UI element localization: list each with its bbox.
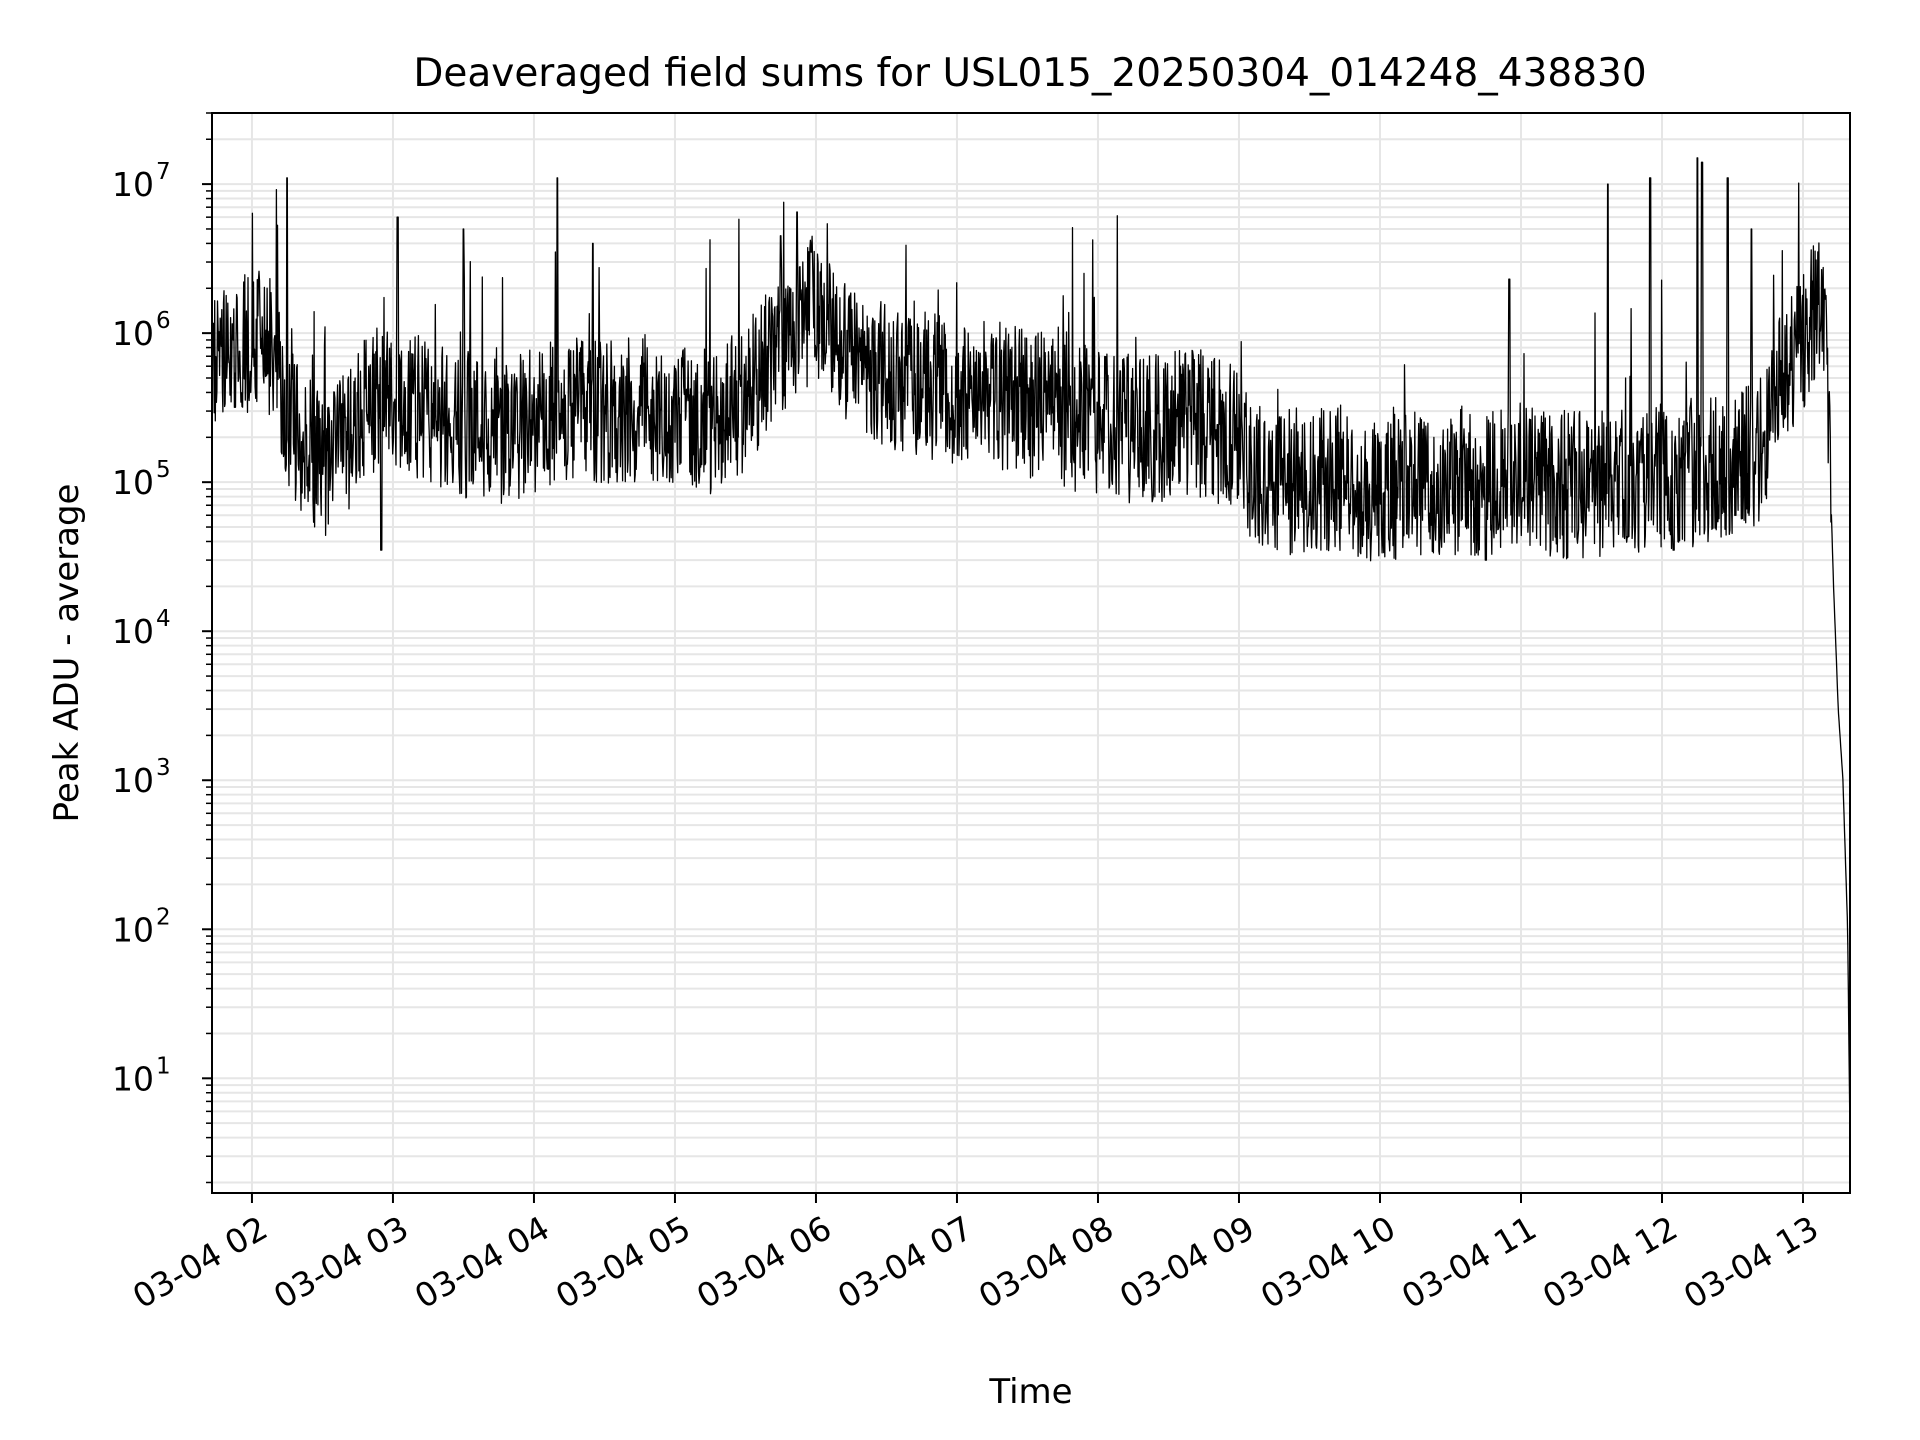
data-series [211, 157, 1851, 1143]
x-axis-title: Time [988, 1372, 1072, 1412]
y-tick-label-base: 10 [112, 612, 154, 651]
y-tick-label-exponent: 6 [156, 308, 171, 334]
y-tick-label-base: 10 [112, 910, 154, 949]
series-line [211, 157, 1851, 1143]
y-tick-label-base: 10 [112, 463, 154, 502]
y-tick-label-exponent: 5 [156, 457, 171, 483]
chart-title: Deaveraged field sums for USL015_2025030… [413, 51, 1646, 96]
plot-frame [211, 112, 1851, 1194]
y-tick-label-exponent: 2 [156, 904, 171, 930]
y-axis-title: Peak ADU - average [47, 484, 87, 823]
y-tick-label-exponent: 4 [156, 606, 171, 632]
y-tick-label-exponent: 1 [156, 1053, 171, 1079]
y-tick-label-base: 10 [112, 314, 154, 353]
y-tick-label-base: 10 [112, 761, 154, 800]
y-tick-label-exponent: 3 [156, 755, 171, 781]
y-tick-label-base: 10 [112, 1059, 154, 1098]
y-tick-label-exponent: 7 [156, 159, 171, 185]
y-tick-label-base: 10 [112, 165, 154, 204]
grid [212, 112, 1850, 1193]
